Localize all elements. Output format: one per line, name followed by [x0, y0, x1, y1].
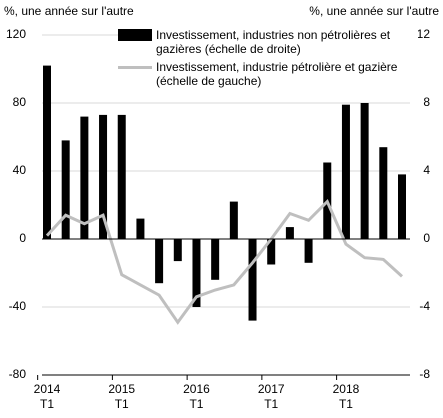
legend-label: Investissement, industries non pétrolièr…: [156, 28, 391, 56]
y-tick-label: 0: [19, 231, 26, 245]
x-tick-sublabel: T1: [339, 397, 353, 411]
y2-axis-label: %, une année sur l'autre: [309, 4, 439, 18]
bar: [173, 239, 182, 262]
y2-tick-label: -4: [419, 299, 430, 313]
y-tick-label: -40: [9, 299, 27, 313]
x-tick-label: 2018: [333, 382, 360, 396]
y2-tick-label: -8: [419, 367, 430, 381]
legend-swatch: [118, 66, 152, 69]
legend-label: Investissement, industrie pétrolière et …: [156, 60, 398, 88]
x-tick-sublabel: T1: [264, 397, 278, 411]
legend-swatch: [118, 29, 152, 41]
bar: [136, 218, 145, 239]
bar: [341, 104, 350, 239]
y-tick-label: 80: [13, 95, 27, 109]
x-tick-sublabel: T1: [40, 397, 54, 411]
bar: [211, 239, 220, 280]
bar: [99, 114, 108, 239]
bar: [285, 227, 294, 239]
y-axis-label: %, une année sur l'autre: [4, 4, 134, 18]
bar: [304, 239, 313, 263]
y2-tick-label: 0: [423, 231, 430, 245]
x-tick-label: 2015: [108, 382, 135, 396]
bar: [155, 239, 164, 284]
bar: [379, 147, 388, 239]
line: [45, 198, 404, 325]
y-tick-label: 40: [13, 163, 27, 177]
y2-tick-label: 8: [423, 95, 430, 109]
legend-entry: Investissement, industrie pétrolière et …: [118, 60, 418, 88]
x-tick-sublabel: T1: [115, 397, 129, 411]
bar: [229, 201, 238, 239]
x-tick-label: 2016: [183, 382, 210, 396]
bar: [248, 239, 257, 321]
bar: [192, 239, 201, 307]
legend-entry: Investissement, industries non pétrolièr…: [118, 28, 418, 56]
y-tick-label: -80: [9, 367, 27, 381]
bar: [398, 174, 406, 239]
x-tick-label: 2017: [258, 382, 285, 396]
x-tick-label: 2014: [34, 382, 61, 396]
bar: [61, 140, 70, 239]
legend: Investissement, industries non pétrolièr…: [118, 28, 418, 92]
bar: [360, 103, 369, 239]
x-tick-sublabel: T1: [189, 397, 203, 411]
y2-tick-label: 12: [417, 27, 431, 41]
bar: [43, 65, 51, 239]
bar: [267, 239, 276, 265]
bar: [117, 114, 126, 239]
bar: [80, 116, 89, 239]
y-tick-label: 120: [6, 27, 26, 41]
y2-tick-label: 4: [423, 163, 430, 177]
